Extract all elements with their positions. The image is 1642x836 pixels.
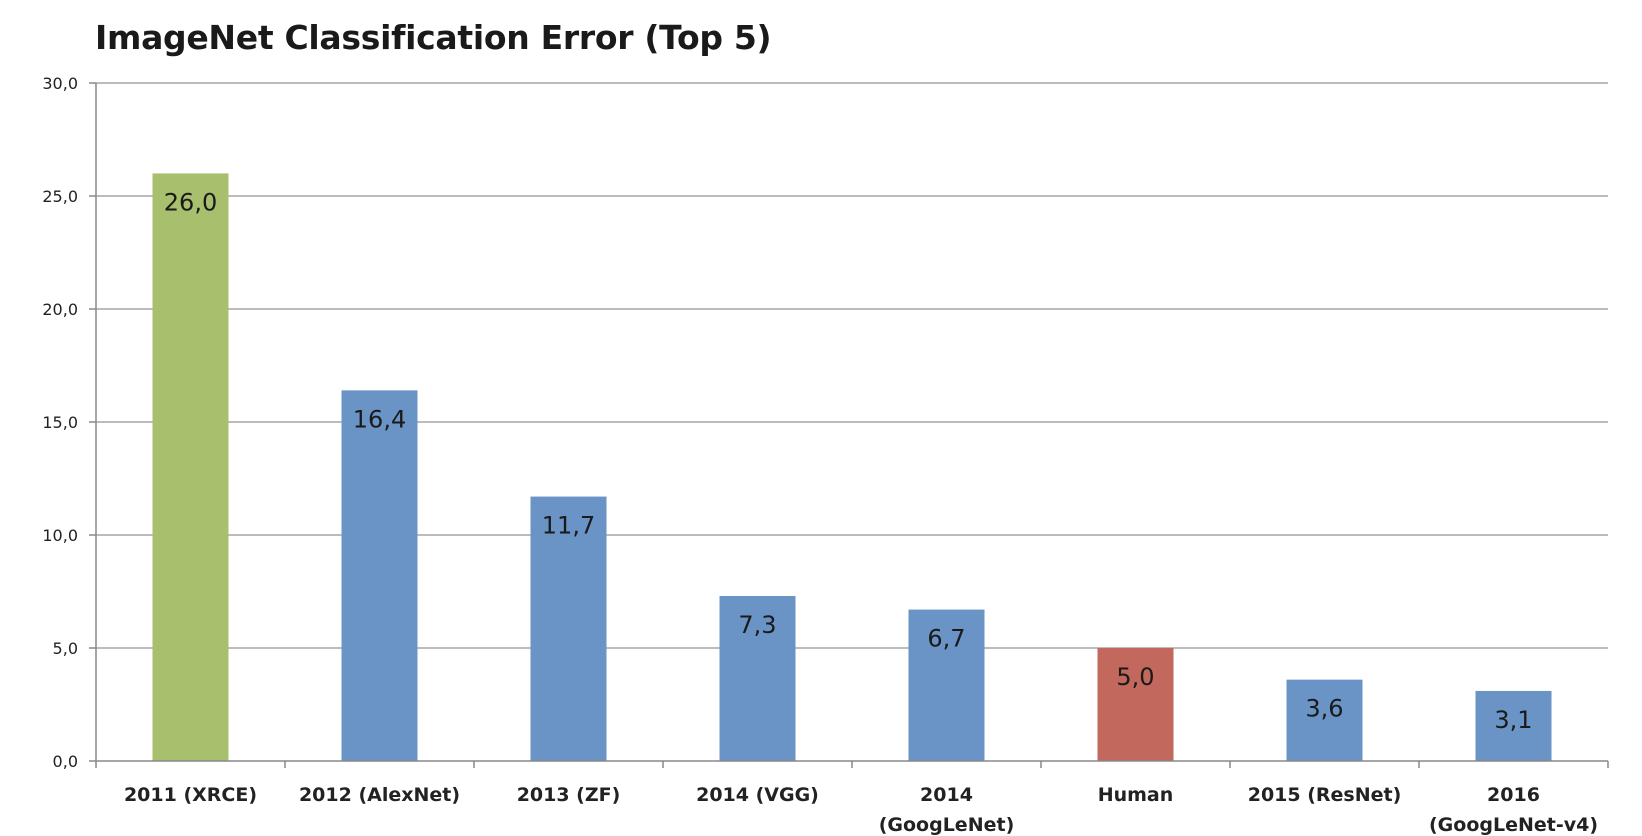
bar bbox=[530, 496, 607, 761]
data-label: 3,1 bbox=[1494, 706, 1532, 734]
x-category-label: 2011 (XRCE) bbox=[124, 784, 257, 806]
x-category-label: 2014 bbox=[920, 784, 973, 806]
x-category-label: 2012 (AlexNet) bbox=[299, 784, 460, 806]
bar bbox=[152, 173, 229, 761]
x-category-label: (GoogLeNet-v4) bbox=[1429, 814, 1598, 836]
y-tick-label: 0,0 bbox=[53, 752, 78, 771]
data-label: 26,0 bbox=[164, 188, 217, 216]
y-tick-label: 15,0 bbox=[42, 413, 78, 432]
bars bbox=[152, 173, 1552, 761]
x-category-label: 2016 bbox=[1487, 784, 1540, 806]
x-category-label: 2015 (ResNet) bbox=[1248, 784, 1402, 806]
data-label: 11,7 bbox=[542, 512, 595, 540]
x-category-label: 2013 (ZF) bbox=[517, 784, 621, 806]
x-category-label: Human bbox=[1098, 784, 1174, 806]
y-tick-label: 5,0 bbox=[53, 639, 78, 658]
bar bbox=[341, 390, 418, 761]
axes bbox=[89, 82, 1609, 768]
x-category-label: 2014 (VGG) bbox=[696, 784, 819, 806]
bar bbox=[1286, 679, 1363, 761]
labels: 0,0 5,0 10,0 15,0 20,0 25,0 30,0 26,0 2011 (XRCE… bbox=[42, 74, 1598, 836]
bar bbox=[1475, 690, 1552, 761]
bar bbox=[719, 596, 796, 761]
gridlines bbox=[96, 82, 1608, 649]
x-category-label: (GoogLeNet) bbox=[879, 814, 1015, 836]
chart-title: ImageNet Classification Error (Top 5) bbox=[95, 18, 772, 57]
data-label: 5,0 bbox=[1116, 663, 1154, 691]
data-label: 3,6 bbox=[1305, 695, 1343, 723]
y-tick-label: 25,0 bbox=[42, 187, 78, 206]
bar bbox=[908, 609, 985, 761]
data-label: 7,3 bbox=[738, 611, 776, 639]
y-tick-label: 30,0 bbox=[42, 74, 78, 93]
data-label: 16,4 bbox=[353, 405, 406, 433]
bar bbox=[1097, 648, 1174, 761]
y-tick-label: 10,0 bbox=[42, 526, 78, 545]
y-tick-label: 20,0 bbox=[42, 300, 78, 319]
data-label: 6,7 bbox=[927, 625, 965, 653]
